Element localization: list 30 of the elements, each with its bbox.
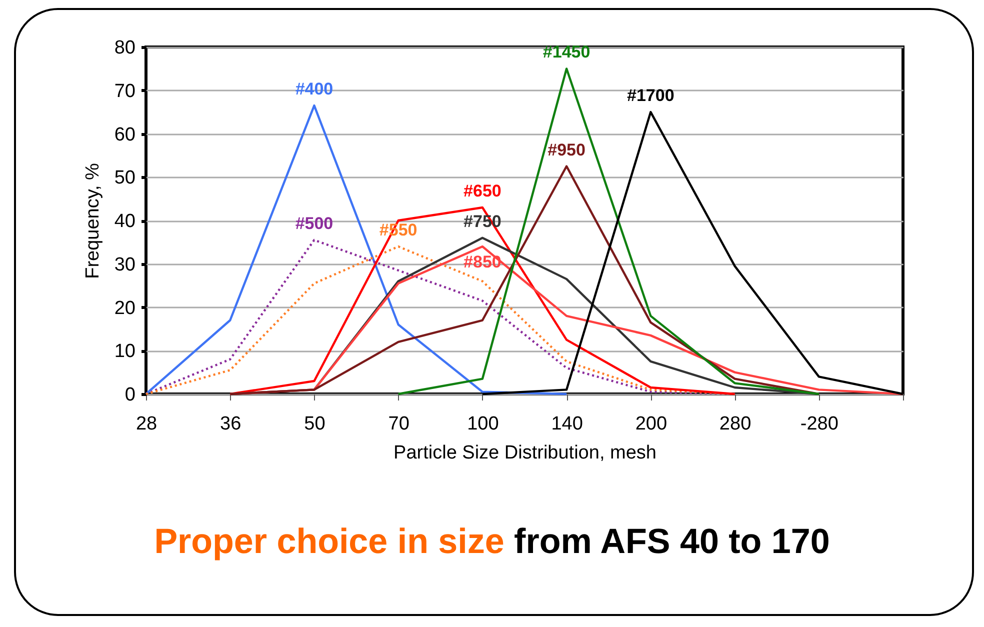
y-tick-label: 0 [124,384,136,406]
x-tick-label: 100 [467,414,499,434]
y-tick-label: 30 [114,254,136,276]
text: from AFS 40 to 170 [513,522,830,561]
y-tick-label: 10 [114,341,136,362]
y-tick-label: 70 [114,80,136,102]
text: Proper choice in size [154,522,504,561]
x-tick-label: -280 [800,414,838,434]
series-label: #500 [295,214,334,234]
y-tick-label: 80 [114,38,136,58]
x-tick-label: 140 [551,414,583,434]
x-tick-label: 70 [388,414,410,434]
series-label: #1700 [627,86,674,106]
series-label: #950 [548,140,586,160]
y-axis-title: Frequency, % [82,162,104,279]
x-tick-label: 280 [719,414,752,434]
series-label: #850 [464,252,502,272]
series-label: #650 [464,181,502,200]
line-series [229,206,736,396]
y-tick-label: 40 [114,211,136,232]
x-tick-label: 200 [635,414,668,434]
x-tick-label: 50 [304,414,326,434]
x-tick-label: 28 [136,414,158,434]
y-tick-label: 60 [114,124,136,146]
y-tick-label: 50 [114,168,136,189]
x-tick-label: 36 [220,414,242,434]
x-axis-title: Particle Size Distribution, mesh [394,442,656,464]
series-label: #400 [295,80,334,99]
y-tick-label: 20 [114,298,136,319]
series-label: #1450 [542,42,590,62]
